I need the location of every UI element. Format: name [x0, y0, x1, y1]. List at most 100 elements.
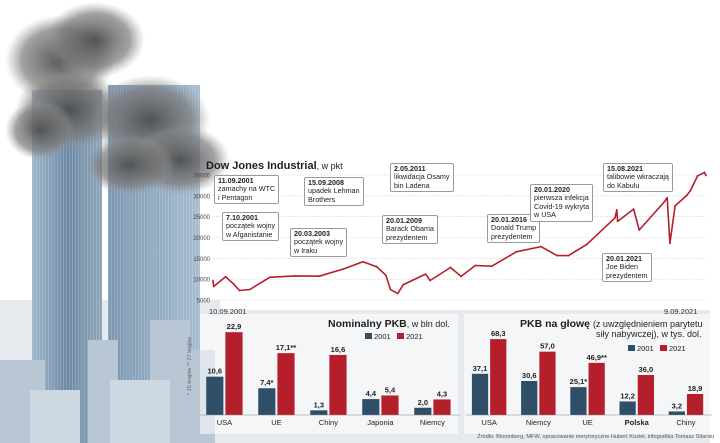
gdp-per-capita-bar-2001 [619, 401, 636, 415]
dow-point [361, 260, 364, 263]
gdp-per-capita-legend-swatch-2021 [660, 345, 667, 351]
gdp-per-capita-value-label: 3,2 [672, 401, 682, 410]
gdp-per-capita-value-label: 36,0 [639, 365, 654, 374]
gdp-per-capita-bar-2001 [668, 411, 685, 415]
dow-point [689, 189, 692, 192]
gdp-value-label: 7,4* [260, 378, 273, 387]
dow-point [614, 216, 616, 219]
x-end-label: 9.09.2021 [664, 307, 698, 316]
event-note: 20.01.2009 Barack Obama prezydentem [382, 215, 438, 245]
gdp-per-capita-value-label: 37,1 [473, 364, 488, 373]
dow-point [703, 171, 706, 174]
y-tick-label: 5000 [197, 299, 211, 305]
gdp-category-label: Niemcy [420, 418, 445, 427]
gdp-per-capita-category-label: Chiny [676, 418, 695, 427]
gdp-per-capita-legend-label: 2001 [637, 344, 654, 353]
y-tick-label: 20000 [193, 236, 210, 242]
gdp-per-capita-value-label: 68,3 [491, 329, 506, 338]
gdp-category-label: Chiny [319, 418, 338, 427]
gdp-bar-2001 [414, 407, 432, 415]
gdp-per-capita-bar-2021 [490, 339, 507, 415]
dow-point [638, 229, 641, 231]
gdp-bar-2001 [310, 410, 328, 415]
gdp-per-capita-bar-2001 [521, 381, 538, 415]
dow-title: Dow Jones Industrial, w pkt [206, 160, 343, 172]
gdp-title: Nominalny PKB, w bln dol. [328, 318, 450, 330]
gdp-per-capita-value-label: 12,2 [620, 391, 635, 400]
dow-point [232, 283, 235, 286]
dow-point [385, 274, 387, 277]
gdp-per-capita-bar-2021 [539, 351, 556, 415]
gdp-per-capita-category-label: UE [582, 418, 592, 427]
event-note: 20.03.2003 początek wojny w Iraku [290, 228, 348, 258]
dow-point [705, 174, 707, 177]
gdp-bar-2021 [381, 395, 399, 415]
gdp-bar-2021 [277, 353, 295, 415]
source-line: Źródło: Bloomberg, MFW, opracowanie mery… [477, 434, 714, 440]
gdp-per-capita-subtitle: siły nabywczej), w tys. dol. [596, 329, 702, 339]
y-tick-label: 10000 [193, 278, 210, 284]
dow-point [668, 242, 671, 245]
x-start-label: 10.09.2001 [209, 307, 247, 316]
dow-point [515, 250, 518, 253]
dow-point [540, 245, 542, 248]
dow-point [424, 273, 427, 276]
event-note: 11.09.2001 zamachy na WTC i Pentagon [214, 175, 280, 205]
gdp-legend-swatch-2021 [397, 333, 404, 339]
dow-point [402, 283, 405, 286]
event-note: 15.08.2021 talibowie wkraczają do Kabulu [603, 163, 673, 193]
gdp-per-capita-legend-swatch-2001 [628, 345, 635, 351]
gdp-per-capita-value-label: 46,9** [586, 353, 607, 362]
gdp-bar-2001 [362, 399, 380, 415]
dow-point [293, 275, 296, 277]
gdp-legend-swatch-2001 [365, 333, 372, 339]
gdp-bar-2021 [225, 332, 243, 415]
gdp-legend-label: 2001 [374, 332, 391, 341]
gdp-per-capita-category-label: USA [481, 418, 496, 427]
dow-point [474, 264, 477, 267]
y-tick-label: 15000 [193, 257, 210, 263]
event-note: 2.05.2011 likwidacja Osamy bin Ladena [390, 163, 454, 193]
dow-point [615, 209, 618, 211]
gdp-category-label: USA [217, 418, 232, 427]
dow-point [556, 254, 558, 257]
gdp-per-capita-category-label: Niemcy [526, 418, 551, 427]
gdp-per-capita-bar-2021 [588, 362, 605, 415]
dow-point [490, 265, 493, 268]
dow-point [375, 265, 378, 268]
event-note: 7.10.2001 początek wojny w Afganistanie [222, 212, 280, 242]
dow-point [429, 279, 432, 282]
gdp-per-capita-value-label: 57,0 [540, 342, 555, 351]
dow-point [396, 292, 399, 295]
gdp-bar-2001 [206, 376, 224, 415]
gdp-value-label: 16,6 [331, 345, 346, 354]
dow-point [212, 279, 214, 282]
gdp-per-capita-bar-2001 [471, 373, 489, 415]
dow-point [449, 266, 452, 269]
gdp-value-label: 2,0 [418, 398, 428, 407]
dow-point [632, 208, 635, 210]
gdp-category-label: UE [271, 418, 281, 427]
dow-point [685, 194, 688, 197]
gdp-value-label: 5,4 [385, 385, 396, 394]
gdp-value-label: 4,4 [366, 389, 377, 398]
gdp-per-capita-value-label: 18,9 [688, 384, 703, 393]
gdp-value-label: 10,6 [208, 367, 223, 376]
gdp-value-label: 17,1** [276, 343, 297, 352]
gdp-bar-2001 [258, 388, 276, 415]
gdp-per-capita-bar-2001 [570, 387, 587, 415]
dow-point [318, 275, 321, 278]
smoke [5, 2, 230, 195]
gdp-per-capita-value-label: 25,1* [570, 377, 588, 386]
event-note: 20.01.2021 Joe Biden prezydentem [602, 253, 652, 283]
dow-point [342, 268, 345, 270]
gdp-per-capita-category-label: Polska [625, 418, 650, 427]
dow-point [663, 201, 666, 203]
gdp-per-capita-legend-label: 2021 [669, 344, 686, 353]
gdp-legend-label: 2021 [406, 332, 423, 341]
footnote: * 15 krajów ** 27 krajów [187, 336, 193, 395]
dow-point [249, 288, 251, 291]
dow-point [238, 289, 241, 292]
gdp-per-capita-bar-2021 [637, 375, 654, 415]
